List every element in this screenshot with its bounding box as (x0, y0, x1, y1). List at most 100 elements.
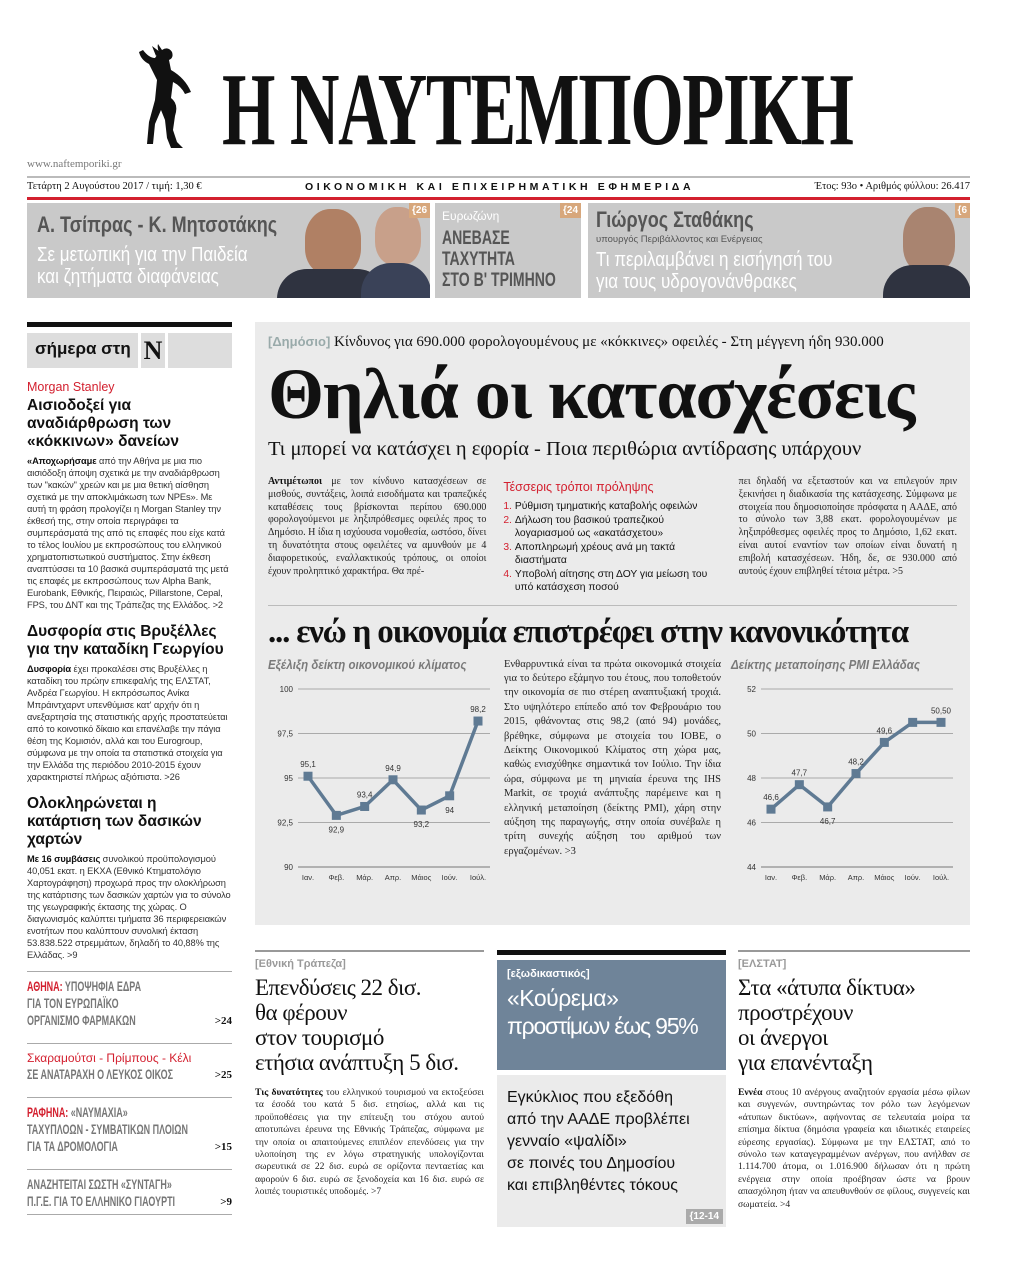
box-title: Τέσσερις τρόποι πρόληψης (503, 480, 654, 494)
lead-body-col3: πει δηλαδή να εξεταστούν και να επιλεγού… (738, 476, 957, 577)
lead-overline: [Δημόσιο] Κίνδυνος για 690.000 φορολογου… (268, 334, 884, 350)
page-ref: >25 (214, 1069, 232, 1081)
x-tick-label: Φεβ. (328, 873, 344, 882)
prevention-item: 4. Υποβολή αίτησης στη ΔΟΥ για μείωση του… (503, 568, 708, 594)
x-tick-label: Ιούν. (442, 873, 458, 882)
chart-block: Δείκτης μεταποίησης PMI Ελλάδας 44 46 48 50… (731, 658, 957, 892)
story-kicker: [ΕΛΣΤΑΤ] (738, 958, 787, 970)
brief-item[interactable]: ΡΑΦΗΝΑ: «ΝΑΥΜΑΧΙΑ» ΤΑΧΥΠΛΟΩΝ - ΣΥΜΒΑΤΙΚΩ… (27, 1097, 232, 1159)
lead-subhead: Τι μπορεί να κατάσχει η εφορία - Ποια πε… (268, 438, 862, 460)
chart-title: Εξέλιξη δείκτη οικονομικού κλίματος (268, 657, 467, 672)
page-ref: >9 (220, 1196, 232, 1208)
x-tick-label: Μάιος (874, 873, 894, 882)
data-point (823, 801, 833, 811)
promo-line: ΤΑΧΥΤΗΤΑ (442, 249, 515, 270)
story-body: Τις δυνατότητες του ελληνικού τουρισμού … (255, 1087, 484, 1198)
x-tick-label: Ιούν. (905, 873, 921, 882)
promo-tsipras-mitsotakis[interactable]: Α. Τσίπρας - Κ. Μητσοτάκης Σε μετωπική γ… (27, 203, 430, 298)
brief-item[interactable]: ΑΝΑΖΗΤΕΙΤΑΙ ΣΩΣΤΗ «ΣΥΝΤΑΓΗ» Π.Γ.Ε. ΓΙΑ Τ… (27, 1169, 232, 1215)
promo-subtitle: Τι περιλαμβάνει η εισήγησή του (596, 249, 833, 271)
story-title: Αισιοδοξεί για αναδιάρθρωση των «κόκκινω… (27, 397, 179, 450)
data-label: 50,50 (931, 706, 952, 715)
data-label: 46,6 (763, 793, 779, 802)
promo-line: ΣΤΟ Β' ΤΡΙΜΗΝΟ (442, 270, 556, 291)
story-line: γενναίο «ψαλίδι» (507, 1133, 627, 1150)
data-point (473, 716, 483, 726)
x-tick-label: Μάρ. (356, 873, 373, 882)
photo-politicians (277, 203, 430, 298)
prevention-item: 1. Ρύθμιση τμηματικής καταβολής οφειλών (503, 501, 698, 512)
site-url[interactable]: www.naftemporiki.gr (27, 158, 122, 170)
y-tick-label: 97,5 (277, 729, 293, 738)
date-price: Τετάρτη 2 Αυγούστου 2017 / τιμή: 1,30 € (27, 181, 202, 192)
data-label: 47,7 (792, 768, 808, 777)
bottom-story-left[interactable]: [Εθνική Τράπεζα] Επενδύσεις 22 δισ. θα φέ… (255, 958, 484, 1199)
prevention-item: 3. Αποπληρωμή χρέους ανά μη τακτά διαστήμ… (503, 541, 676, 567)
x-tick-label: Ιούλ. (470, 873, 486, 882)
sidebar: σήμερα στη N Morgan Stanley Αισιοδοξεί γ… (27, 322, 232, 1215)
story-headline: «Κούρεμα» (507, 985, 619, 1011)
data-label: 95,1 (300, 760, 316, 769)
today-label: σήμερα στη (27, 333, 138, 368)
prevention-box: Τέσσερις τρόποι πρόληψης 1. Ρύθμιση τμημα… (503, 480, 721, 595)
data-point (445, 790, 455, 800)
y-tick-label: 44 (747, 863, 756, 872)
promo-role: υπουργός Περιβάλλοντος και Ενέργειας (596, 234, 763, 245)
promo-stathakis[interactable]: Γιώργος Σταθάκης υπουργός Περιβάλλοντος … (588, 203, 970, 298)
data-label: 98,2 (470, 705, 486, 714)
side-story[interactable]: Ολοκληρώνεται η κατάρτιση των δασικών χα… (27, 795, 232, 961)
x-tick-label: Φεβ. (791, 873, 807, 882)
side-story[interactable]: Δυσφορία στις Βρυξέλλες για την καταδίκη… (27, 623, 232, 783)
story-kicker: [Εθνική Τράπεζα] (255, 958, 346, 970)
page-ref: {6 (954, 203, 970, 218)
x-tick-label: Απρ. (385, 873, 402, 882)
chart-block: Εξέλιξη δείκτη οικονομικού κλίματος 90 92… (268, 658, 494, 892)
story-kicker: Morgan Stanley (27, 380, 115, 394)
data-point (388, 774, 398, 784)
section-kicker: [Δημόσιο] (268, 334, 331, 349)
economy-headline[interactable]: ... ενώ η οικονομία επιστρέφει στην κανο… (268, 613, 909, 650)
promo-kicker: Ευρωζώνη (442, 209, 500, 223)
lead-story-panel: [Δημόσιο] Κίνδυνος για 690.000 φορολογου… (255, 322, 970, 925)
y-tick-label: 95 (284, 774, 293, 783)
x-tick-label: Ιούλ. (933, 873, 949, 882)
page-ref: {24 (559, 203, 581, 218)
y-tick-label: 90 (284, 863, 293, 872)
lead-body-col1: Αντιμέτωποι με τον κίνδυνο κατασχέσεων σ… (268, 476, 487, 577)
promo-title: Γιώργος Σταθάκης (596, 207, 754, 232)
chart-economic-climate: 90 92,5 95 97,5 100 Ιαν. Φεβ. Μάρ. Απρ. Μάιος Ιούν… (277, 685, 490, 882)
brief-item[interactable]: Σκαραμούτσι - Πρίμπους - Κέλι ΣΕ ΑΝΑΤΑΡΑ… (27, 1043, 232, 1087)
story-headline: Επενδύσεις 22 δισ. θα φέρουν στον τουρισμό… (255, 975, 459, 1075)
bottom-story-center-body: Εγκύκλιος που εξεδόθη από την ΑΑΔΕ προβλέ… (497, 1075, 726, 1227)
story-line: από την ΑΑΔΕ προβλέπει (507, 1111, 690, 1128)
bottom-story-center-header[interactable]: [εξωδικαστικός] «Κούρεμα» προστίμων έως … (497, 960, 726, 1070)
bottom-story-right[interactable]: [ΕΛΣΤΑΤ] Στα «άτυπα δίκτυα» προστρέχουν οι… (738, 958, 970, 1211)
data-point (879, 737, 889, 747)
divider (27, 322, 232, 327)
data-label: 48,2 (848, 757, 864, 766)
data-point (794, 779, 804, 789)
y-tick-label: 100 (280, 685, 294, 694)
y-tick-label: 92,5 (277, 818, 293, 827)
promo-title: Α. Τσίπρας - Κ. Μητσοτάκης (37, 212, 278, 237)
promo-eurozone[interactable]: Ευρωζώνη ΑΝΕΒΑΣΕ ΤΑΧΥΤΗΤΑ ΣΤΟ Β' ΤΡΙΜΗΝΟ… (435, 203, 581, 298)
y-tick-label: 48 (747, 774, 756, 783)
x-tick-label: Απρ. (848, 873, 865, 882)
economy-row: Εξέλιξη δείκτη οικονομικού κλίματος 90 92… (268, 658, 957, 892)
x-tick-label: Ιαν. (765, 873, 777, 882)
lead-columns: Αντιμέτωποι με τον κίνδυνο κατασχέσεων σ… (268, 476, 957, 595)
brief-item[interactable]: ΑΘΗΝΑ: ΥΠΟΨΗΦΙΑ ΕΔΡΑ ΓΙΑ ΤΟΝ ΕΥΡΩΠΑΪΚΟ Ο… (27, 971, 232, 1033)
data-point (851, 768, 861, 778)
lead-headline[interactable]: Θηλιά οι κατασχέσεις (268, 354, 915, 434)
story-body: Με 16 συμβάσεις συνολικού προϋπολογισμού… (27, 854, 231, 960)
story-headline: προστίμων έως 95% (507, 1013, 699, 1039)
prevention-item: 2. Δήλωση του βασικού τραπεζικού λογαριασ… (503, 514, 664, 540)
data-label: 49,6 (877, 726, 893, 735)
n-logo: N (141, 333, 165, 368)
y-tick-label: 46 (747, 818, 756, 827)
story-headline: Στα «άτυπα δίκτυα» προστρέχουν οι άνεργοι γ… (738, 975, 916, 1075)
story-title: Δυσφορία στις Βρυξέλλες για την καταδίκη… (27, 623, 224, 658)
side-story[interactable]: Morgan Stanley Αισιοδοξεί για αναδιάρθρω… (27, 380, 232, 611)
chart-pmi: 44 46 48 50 52 Ιαν. Φεβ. Μάρ. Απρ. Μάιος Ιούν. Ιούλ… (747, 685, 953, 882)
today-header: σήμερα στη N (27, 333, 232, 368)
